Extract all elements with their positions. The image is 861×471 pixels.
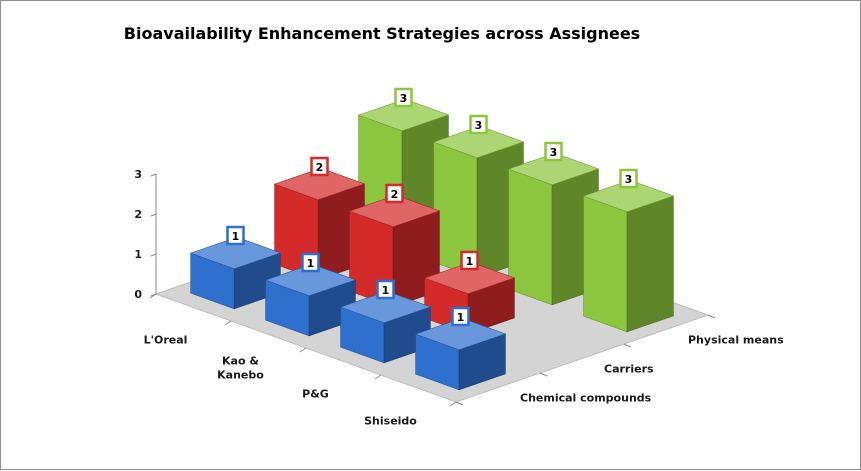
chart-bars xyxy=(189,98,675,391)
data-label-chemical-compounds-l-oreal: 1 xyxy=(226,225,245,246)
data-label-chemical-compounds-shiseido: 1 xyxy=(451,306,470,327)
depth-tick-mark xyxy=(455,401,464,406)
chart-labels: L'Oreal Kao & Kanebo P&G Shiseido Chemical co… xyxy=(144,87,784,428)
data-label-carriers-kao-kanebo: 2 xyxy=(385,183,404,204)
data-label-carriers-l-oreal: 2 xyxy=(310,156,329,177)
series-label-chemical-compounds: Chemical compounds xyxy=(520,392,652,405)
data-label-physical-means-l-oreal: 3 xyxy=(394,87,413,108)
y-tick-label: 3 xyxy=(134,168,142,181)
bar-chemical-compounds-p-g xyxy=(339,290,432,364)
category-label-shiseido: Shiseido xyxy=(364,415,417,428)
svg-text:2: 2 xyxy=(316,161,324,174)
y-tick-mark xyxy=(150,253,157,257)
data-label-physical-means-p-g: 3 xyxy=(544,141,563,162)
x-tick-mark xyxy=(449,401,457,407)
svg-text:1: 1 xyxy=(457,311,465,324)
data-label-carriers-p-g: 1 xyxy=(460,250,479,271)
series-label-carriers: Carriers xyxy=(604,363,654,376)
chart-title: Bioavailability Enhancement Strategies a… xyxy=(124,24,640,43)
svg-text:3: 3 xyxy=(550,146,558,159)
depth-tick-mark xyxy=(539,372,548,377)
y-tick-label: 2 xyxy=(134,208,142,221)
chart-axes: 0 1 2 3 xyxy=(134,168,716,407)
category-label-l-oreal: L'Oreal xyxy=(144,334,188,347)
svg-text:3: 3 xyxy=(400,92,408,105)
x-tick-mark xyxy=(299,347,307,353)
y-tick-mark xyxy=(150,213,157,217)
bar-physical-means-shiseido xyxy=(582,179,675,333)
category-label-kao-kanebo: Kao & Kanebo xyxy=(217,355,264,382)
y-tick-label: 0 xyxy=(134,288,142,301)
x-tick-mark xyxy=(374,374,382,380)
y-tick-label: 1 xyxy=(134,248,142,261)
category-label-p-g: P&G xyxy=(302,388,329,401)
svg-text:3: 3 xyxy=(625,173,633,186)
svg-text:1: 1 xyxy=(466,255,474,268)
svg-text:1: 1 xyxy=(382,284,390,297)
series-label-physical-means: Physical means xyxy=(688,334,784,347)
data-label-chemical-compounds-kao-kanebo: 1 xyxy=(301,252,320,273)
svg-text:2: 2 xyxy=(391,188,399,201)
depth-tick-mark xyxy=(623,343,632,348)
data-label-chemical-compounds-p-g: 1 xyxy=(376,279,395,300)
data-label-physical-means-shiseido: 3 xyxy=(619,168,638,189)
svg-text:3: 3 xyxy=(475,119,483,132)
bar-chemical-compounds-shiseido xyxy=(414,317,507,391)
data-label-physical-means-kao-kanebo: 3 xyxy=(469,114,488,135)
x-tick-mark xyxy=(149,293,157,299)
svg-text:1: 1 xyxy=(232,230,240,243)
depth-tick-mark xyxy=(707,314,716,319)
svg-text:1: 1 xyxy=(307,257,315,270)
y-tick-mark xyxy=(150,173,157,177)
x-tick-mark xyxy=(224,320,232,326)
